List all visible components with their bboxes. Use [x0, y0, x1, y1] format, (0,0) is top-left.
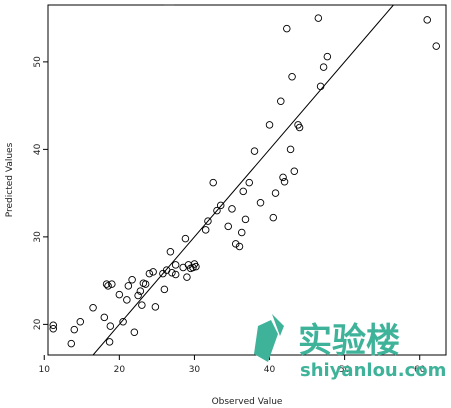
data-point: [149, 268, 157, 276]
data-point: [115, 290, 124, 299]
data-point: [124, 282, 133, 290]
data-point: [166, 247, 175, 256]
data-point: [104, 282, 112, 290]
data-point: [231, 240, 240, 248]
data-point: [89, 304, 97, 312]
data-point: [171, 270, 180, 279]
data-point: [106, 322, 115, 330]
watermark: 实验楼 shiyanlou.com: [254, 314, 446, 381]
x-tick-label: 50: [339, 365, 351, 375]
data-point: [265, 121, 274, 129]
data-point: [141, 280, 150, 288]
data-point: [286, 145, 295, 154]
x-tick-label: 40: [264, 365, 276, 375]
data-point: [323, 52, 332, 61]
data-point: [228, 205, 236, 213]
data-point: [181, 234, 190, 243]
y-tick-label: 40: [33, 143, 43, 155]
reference-line: [92, 4, 394, 356]
data-point: [216, 201, 225, 210]
data-point: [256, 198, 265, 207]
plot-frame: [47, 4, 447, 356]
data-point: [250, 147, 259, 155]
data-point: [171, 261, 180, 269]
data-point: [319, 63, 328, 71]
x-tick-label: 10: [39, 365, 51, 375]
data-point: [290, 167, 299, 175]
data-point: [168, 269, 176, 277]
data-point: [136, 287, 145, 295]
x-tick-label: 60: [414, 365, 426, 375]
reference-line-layer: [92, 4, 394, 356]
data-point: [314, 14, 323, 22]
data-point: [283, 24, 291, 33]
data-point: [245, 178, 254, 187]
y-axis-title: Predicted Values: [5, 142, 15, 217]
data-point: [241, 215, 250, 224]
data-point: [130, 328, 139, 337]
x-axis: 10 20 30 40 50 60: [39, 355, 426, 375]
y-tick-label: 50: [33, 56, 43, 68]
data-point: [49, 325, 58, 333]
y-tick-label: 20: [33, 318, 43, 330]
data-point: [67, 339, 76, 348]
watermark-text-en: shiyanlou.com: [300, 360, 446, 381]
data-point: [201, 226, 210, 234]
data-point: [151, 303, 160, 311]
data-point: [105, 338, 114, 346]
data-point: [192, 262, 200, 271]
data-point: [70, 325, 79, 334]
data-point: [279, 173, 287, 182]
data-point: [189, 263, 197, 272]
points-layer: [49, 14, 440, 348]
watermark-logo: [254, 314, 284, 362]
data-point: [432, 42, 440, 50]
x-tick-label: 20: [114, 365, 126, 375]
data-point: [269, 213, 278, 222]
data-point: [204, 217, 212, 225]
data-point: [209, 178, 217, 187]
y-tick-label: 30: [33, 231, 43, 243]
data-point: [49, 321, 58, 330]
data-point: [76, 318, 85, 326]
data-point: [277, 97, 285, 105]
x-tick-label: 30: [189, 365, 201, 375]
data-point: [224, 222, 232, 231]
x-axis-title: Observed Value: [212, 397, 283, 407]
data-point: [235, 242, 244, 251]
data-point: [239, 187, 247, 196]
data-point: [102, 280, 111, 288]
data-point: [237, 228, 246, 237]
data-point: [100, 313, 109, 322]
data-point: [271, 189, 280, 197]
data-point: [119, 318, 127, 326]
y-axis: 20 30 40 50: [33, 56, 48, 330]
data-point: [316, 82, 325, 91]
data-point: [423, 16, 431, 24]
data-point: [280, 177, 289, 186]
data-point: [138, 301, 146, 309]
watermark-text-cn: 实验楼: [298, 321, 400, 361]
data-point: [288, 72, 296, 81]
data-point: [134, 291, 142, 300]
data-point: [183, 273, 191, 281]
data-point: [160, 285, 169, 294]
data-point: [213, 206, 221, 215]
data-point: [128, 276, 136, 284]
data-point: [108, 280, 116, 288]
data-point: [123, 296, 131, 304]
data-point: [295, 123, 304, 132]
data-point: [145, 269, 154, 278]
